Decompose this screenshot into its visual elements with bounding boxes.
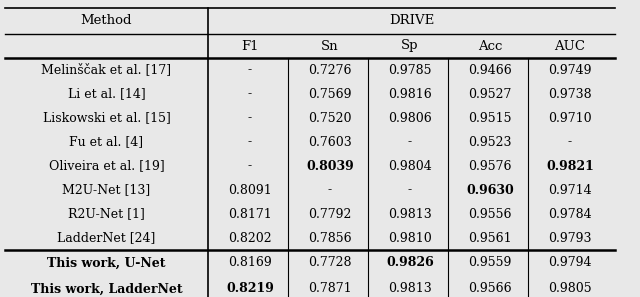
Text: AUC: AUC (554, 40, 586, 53)
Text: 0.9576: 0.9576 (468, 159, 512, 173)
Text: 0.9813: 0.9813 (388, 208, 432, 220)
Text: Fu et al. [4]: Fu et al. [4] (69, 135, 143, 148)
Text: 0.7276: 0.7276 (308, 64, 352, 77)
Text: Oliveira et al. [19]: Oliveira et al. [19] (49, 159, 164, 173)
Text: 0.9556: 0.9556 (468, 208, 512, 220)
Text: 0.9821: 0.9821 (546, 159, 594, 173)
Text: 0.9630: 0.9630 (466, 184, 514, 197)
Text: 0.8219: 0.8219 (226, 282, 274, 296)
Text: 0.9714: 0.9714 (548, 184, 592, 197)
Text: This work, LadderNet: This work, LadderNet (31, 282, 182, 296)
Text: 0.7728: 0.7728 (308, 257, 352, 269)
Text: -: - (568, 135, 572, 148)
Text: 0.9738: 0.9738 (548, 88, 592, 100)
Text: 0.9784: 0.9784 (548, 208, 592, 220)
Text: 0.9794: 0.9794 (548, 257, 592, 269)
Text: -: - (328, 184, 332, 197)
Text: This work, U-Net: This work, U-Net (47, 257, 166, 269)
Text: Method: Method (81, 15, 132, 28)
Text: 0.9523: 0.9523 (468, 135, 512, 148)
Text: 0.9710: 0.9710 (548, 111, 592, 124)
Text: 0.9806: 0.9806 (388, 111, 432, 124)
Text: 0.9793: 0.9793 (548, 231, 592, 244)
Text: -: - (408, 135, 412, 148)
Text: 0.7871: 0.7871 (308, 282, 352, 296)
Text: -: - (248, 111, 252, 124)
Text: 0.9466: 0.9466 (468, 64, 512, 77)
Text: 0.9805: 0.9805 (548, 282, 592, 296)
Text: 0.7603: 0.7603 (308, 135, 352, 148)
Text: 0.7520: 0.7520 (308, 111, 352, 124)
Text: 0.9826: 0.9826 (386, 257, 434, 269)
Text: Acc: Acc (478, 40, 502, 53)
Text: 0.7792: 0.7792 (308, 208, 352, 220)
Text: F1: F1 (241, 40, 259, 53)
Text: 0.8169: 0.8169 (228, 257, 272, 269)
Text: Melinščak et al. [17]: Melinščak et al. [17] (42, 64, 172, 77)
Text: 0.9561: 0.9561 (468, 231, 512, 244)
Text: -: - (248, 135, 252, 148)
Text: 0.9804: 0.9804 (388, 159, 432, 173)
Text: 0.9810: 0.9810 (388, 231, 432, 244)
Text: 0.9816: 0.9816 (388, 88, 432, 100)
Text: -: - (248, 88, 252, 100)
Text: Sp: Sp (401, 40, 419, 53)
Text: 0.9749: 0.9749 (548, 64, 592, 77)
Text: 0.9566: 0.9566 (468, 282, 512, 296)
Text: R2U-Net [1]: R2U-Net [1] (68, 208, 145, 220)
Text: 0.9515: 0.9515 (468, 111, 512, 124)
Text: 0.7856: 0.7856 (308, 231, 352, 244)
Text: -: - (408, 184, 412, 197)
Text: 0.8171: 0.8171 (228, 208, 272, 220)
Text: Sn: Sn (321, 40, 339, 53)
Text: 0.9813: 0.9813 (388, 282, 432, 296)
Text: Li et al. [14]: Li et al. [14] (68, 88, 145, 100)
Text: 0.9559: 0.9559 (468, 257, 512, 269)
Text: 0.9527: 0.9527 (468, 88, 512, 100)
Text: 0.8202: 0.8202 (228, 231, 272, 244)
Text: 0.9785: 0.9785 (388, 64, 432, 77)
Text: 0.8039: 0.8039 (306, 159, 354, 173)
Text: 0.7569: 0.7569 (308, 88, 352, 100)
Text: -: - (248, 64, 252, 77)
Text: Liskowski et al. [15]: Liskowski et al. [15] (43, 111, 170, 124)
Text: -: - (248, 159, 252, 173)
Text: DRIVE: DRIVE (389, 15, 434, 28)
Text: M2U-Net [13]: M2U-Net [13] (62, 184, 150, 197)
Text: LadderNet [24]: LadderNet [24] (58, 231, 156, 244)
Text: 0.8091: 0.8091 (228, 184, 272, 197)
